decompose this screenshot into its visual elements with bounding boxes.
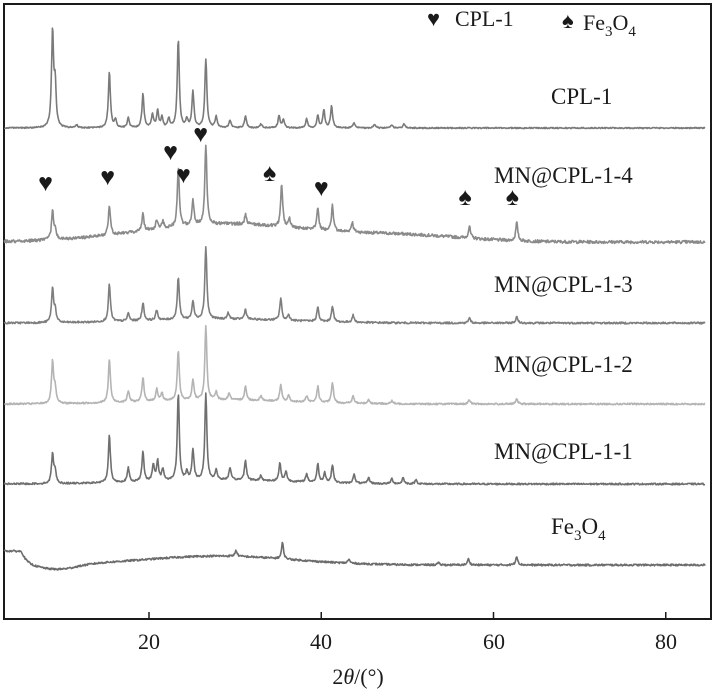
spade-marker-5: ♠ — [263, 160, 276, 187]
spade-marker-7: ♠ — [458, 184, 471, 211]
spade-marker-8: ♠ — [506, 184, 519, 211]
x-axis-title-theta: θ — [343, 664, 354, 689]
x-axis-title: 2θ/(°) — [332, 664, 383, 689]
fe3o4-label-base: Fe — [551, 514, 574, 539]
tick-label-80: 80 — [655, 629, 677, 654]
series-line-mn-cpl-1-4 — [3, 144, 706, 245]
x-axis-title-prefix: 2 — [332, 664, 343, 689]
series-label-mn1: MN@CPL-1-1 — [494, 439, 633, 464]
series-label-fe3o4: Fe3O4 — [551, 514, 606, 544]
legend-spade-symbol: ♠ — [562, 8, 574, 33]
series-line-mn-cpl-1-3 — [3, 246, 706, 325]
series-label-mn3: MN@CPL-1-3 — [494, 272, 633, 297]
tick-label-40: 40 — [310, 629, 332, 654]
legend-cpl1-label: CPL-1 — [455, 6, 514, 31]
series-label-mn2: MN@CPL-1-2 — [494, 352, 633, 377]
x-axis-ticks — [148, 612, 667, 619]
x-axis-title-suffix: /(°) — [354, 664, 384, 689]
plot-frame — [3, 3, 712, 620]
legend-heart-symbol: ♥ — [427, 6, 440, 31]
series-line-cpl-1 — [4, 27, 706, 130]
heart-marker-4: ♥ — [193, 121, 208, 148]
tick-label-60: 60 — [483, 629, 505, 654]
series-label-cpl1: CPL-1 — [551, 84, 612, 109]
heart-marker-3: ♥ — [176, 162, 191, 189]
fe3o4-label-mid: O — [582, 514, 599, 539]
series-line-fe3o4 — [3, 541, 706, 571]
legend-fe3o4-label: Fe3O4 — [583, 10, 636, 40]
annotation-layer: ♥ ♥♥♥♥♠♥ ♠ ♠ — [38, 121, 519, 211]
heart-marker-2: ♥ — [163, 139, 178, 166]
legend-fe-sub2: 4 — [628, 24, 636, 40]
series-layer — [3, 27, 706, 571]
heart-marker-0: ♥ — [38, 170, 53, 197]
fe3o4-label-sub2: 4 — [598, 528, 606, 544]
heart-marker-1: ♥ — [100, 164, 115, 191]
series-label-mn4: MN@CPL-1-4 — [494, 163, 633, 188]
legend-fe-sub1: 3 — [605, 24, 613, 40]
series-line-mn-cpl-1-2 — [4, 324, 706, 406]
fe3o4-label-sub1: 3 — [574, 528, 582, 544]
heart-marker-6: ♥ — [314, 175, 329, 202]
series-line-mn-cpl-1-1 — [3, 392, 706, 486]
legend-fe-base: Fe — [583, 10, 605, 35]
legend-fe-mid: O — [613, 10, 629, 35]
tick-label-20: 20 — [138, 629, 160, 654]
